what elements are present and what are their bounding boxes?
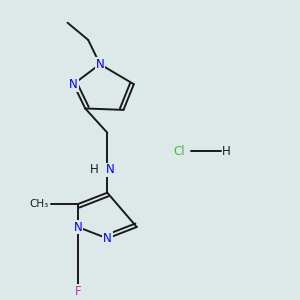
Text: CH₃: CH₃ bbox=[29, 199, 48, 209]
Text: N: N bbox=[96, 58, 104, 71]
Text: N: N bbox=[69, 78, 78, 91]
Text: N: N bbox=[106, 164, 115, 176]
Text: H: H bbox=[222, 145, 231, 158]
Text: Cl: Cl bbox=[174, 145, 185, 158]
Text: N: N bbox=[103, 232, 112, 245]
Text: F: F bbox=[74, 285, 81, 298]
Text: N: N bbox=[74, 220, 82, 233]
Text: H: H bbox=[90, 164, 98, 176]
